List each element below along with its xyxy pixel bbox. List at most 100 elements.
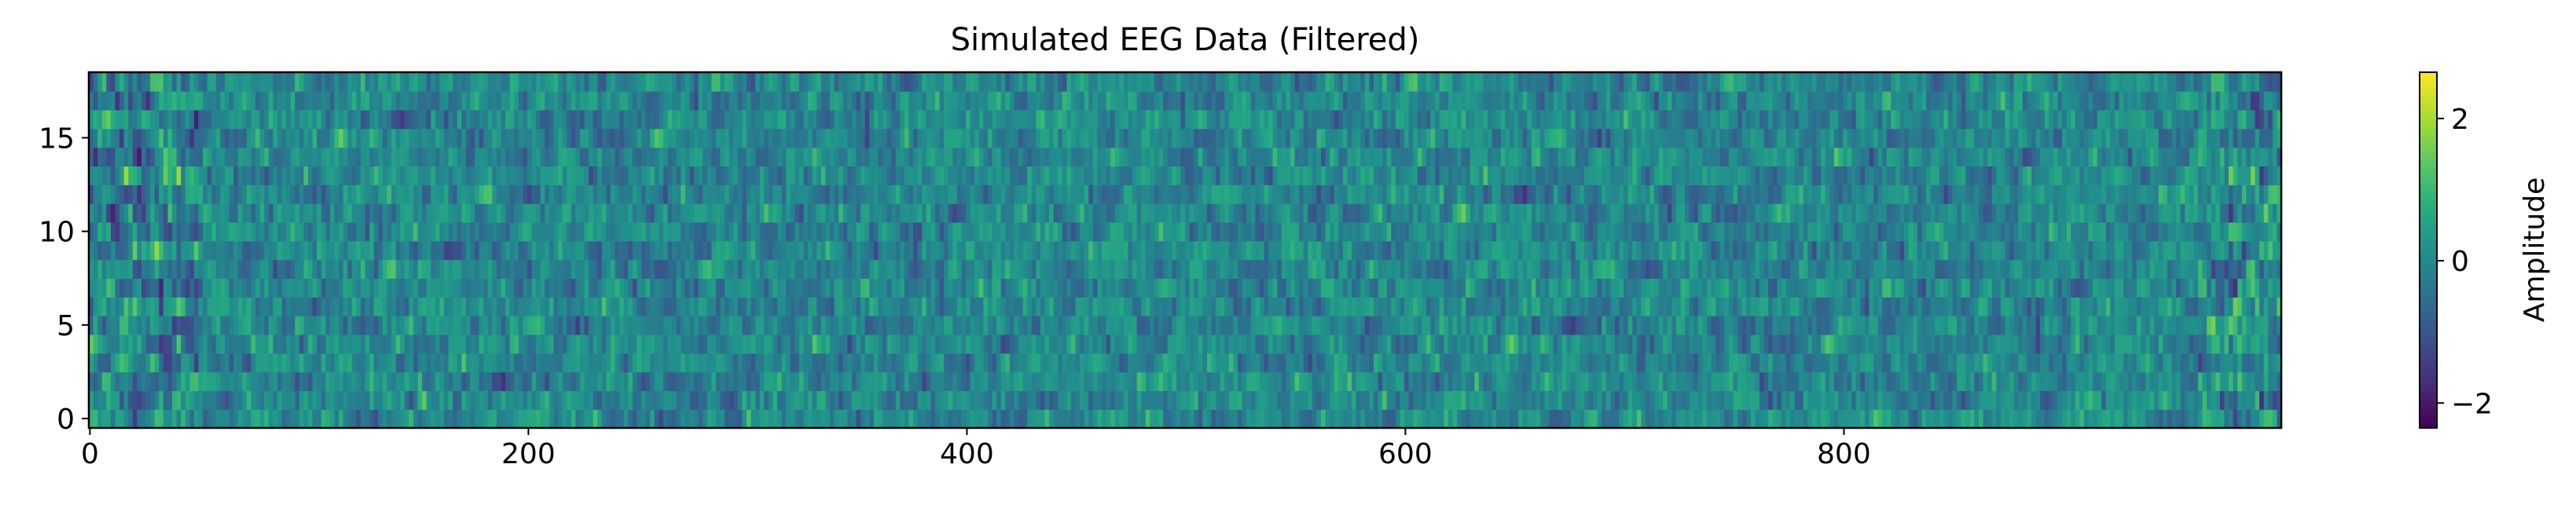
heatmap-cell xyxy=(89,278,94,298)
heatmap-cell xyxy=(944,371,949,392)
heatmap-cell xyxy=(1320,353,1327,373)
heatmap-cell xyxy=(1561,390,1568,410)
heatmap-cell xyxy=(1738,259,1743,280)
heatmap-cell xyxy=(1220,278,1226,298)
heatmap-cell xyxy=(1154,409,1160,429)
heatmap-cell xyxy=(1895,240,1901,261)
heatmap-cell xyxy=(575,297,581,316)
heatmap-cell xyxy=(273,315,278,335)
heatmap-cell xyxy=(233,278,239,298)
heatmap-cell xyxy=(1759,409,1765,429)
heatmap-cell xyxy=(2035,353,2041,373)
heatmap-cell xyxy=(159,334,164,354)
heatmap-cell xyxy=(987,259,993,280)
heatmap-cell xyxy=(847,390,853,410)
heatmap-cell xyxy=(1360,315,1366,335)
heatmap-cell xyxy=(1066,390,1072,410)
heatmap-cell xyxy=(1566,371,1572,392)
heatmap-cell xyxy=(1290,315,1296,335)
heatmap-cell xyxy=(2241,371,2248,392)
heatmap-cell xyxy=(387,409,392,429)
heatmap-cell xyxy=(1167,315,1173,335)
heatmap-cell xyxy=(930,315,936,335)
heatmap-cell xyxy=(575,259,581,280)
heatmap-cell xyxy=(2149,315,2155,335)
heatmap-cell xyxy=(2272,371,2278,392)
heatmap-cell xyxy=(747,278,752,298)
heatmap-cell xyxy=(1715,259,1721,280)
heatmap-cell xyxy=(1509,334,1515,354)
heatmap-cell xyxy=(1728,278,1734,298)
heatmap-cell xyxy=(1356,390,1361,410)
heatmap-cell xyxy=(189,371,195,392)
heatmap-cell xyxy=(1763,278,1769,298)
heatmap-cell xyxy=(1707,315,1712,335)
heatmap-cell xyxy=(308,240,314,261)
heatmap-cell xyxy=(1649,240,1655,261)
heatmap-cell xyxy=(1675,240,1682,261)
heatmap-cell xyxy=(904,390,910,410)
heatmap-cell xyxy=(1150,334,1155,354)
heatmap-cell xyxy=(934,353,941,373)
heatmap-cell xyxy=(1444,240,1449,261)
heatmap-cell xyxy=(970,278,975,298)
heatmap-cell xyxy=(768,278,774,298)
heatmap-cell xyxy=(632,390,638,410)
heatmap-cell xyxy=(1478,297,1484,316)
heatmap-cell xyxy=(1821,390,1826,410)
heatmap-cell xyxy=(794,390,800,410)
heatmap-cell xyxy=(110,278,116,298)
heatmap-cell xyxy=(1123,334,1129,354)
heatmap-cell xyxy=(1728,297,1734,316)
heatmap-cell xyxy=(628,390,633,410)
heatmap-cell xyxy=(185,259,191,280)
heatmap-cell xyxy=(1110,240,1116,261)
heatmap-cell xyxy=(733,371,739,392)
heatmap-cell xyxy=(1763,353,1769,373)
heatmap-cell xyxy=(1040,315,1046,335)
heatmap-cell xyxy=(360,371,366,392)
heatmap-cell xyxy=(203,315,208,335)
heatmap-cell xyxy=(97,278,103,298)
heatmap-cell xyxy=(900,334,905,354)
heatmap-cell xyxy=(1408,409,1414,429)
heatmap-cell xyxy=(487,297,494,316)
heatmap-cell xyxy=(1799,353,1804,373)
heatmap-cell xyxy=(2035,240,2041,261)
heatmap-cell xyxy=(974,278,980,298)
heatmap-cell xyxy=(825,371,831,392)
heatmap-cell xyxy=(123,334,130,354)
heatmap-cell xyxy=(1422,409,1427,429)
heatmap-cell xyxy=(1342,371,1349,392)
heatmap-cell xyxy=(1167,259,1173,280)
heatmap-cell xyxy=(1536,371,1541,392)
heatmap-cell xyxy=(1206,334,1213,354)
heatmap-cell xyxy=(926,371,932,392)
heatmap-cell xyxy=(2062,353,2068,373)
heatmap-cell xyxy=(2229,259,2234,280)
heatmap-cell xyxy=(1816,297,1822,316)
heatmap-cell xyxy=(1974,353,1980,373)
heatmap-cell xyxy=(781,390,787,410)
heatmap-cell xyxy=(329,409,336,429)
heatmap-cell xyxy=(1180,371,1186,392)
heatmap-cell xyxy=(1987,240,1993,261)
heatmap-cell xyxy=(290,297,296,316)
heatmap-cell xyxy=(1264,371,1269,392)
heatmap-cell xyxy=(453,334,458,354)
heatmap-cell xyxy=(1378,315,1383,335)
heatmap-cell xyxy=(2062,390,2068,410)
heatmap-cell xyxy=(1746,297,1752,316)
heatmap-cell xyxy=(1145,278,1151,298)
heatmap-cell xyxy=(1733,334,1738,354)
heatmap-cell xyxy=(93,315,98,335)
heatmap-cell xyxy=(369,371,375,392)
heatmap-cell xyxy=(1895,297,1901,316)
heatmap-cell xyxy=(483,409,489,429)
heatmap-cell xyxy=(1913,353,1918,373)
heatmap-cell xyxy=(593,297,599,316)
heatmap-cell xyxy=(1417,371,1423,392)
heatmap-cell xyxy=(1430,259,1436,280)
heatmap-cell xyxy=(1114,297,1121,316)
heatmap-cell xyxy=(798,371,805,392)
